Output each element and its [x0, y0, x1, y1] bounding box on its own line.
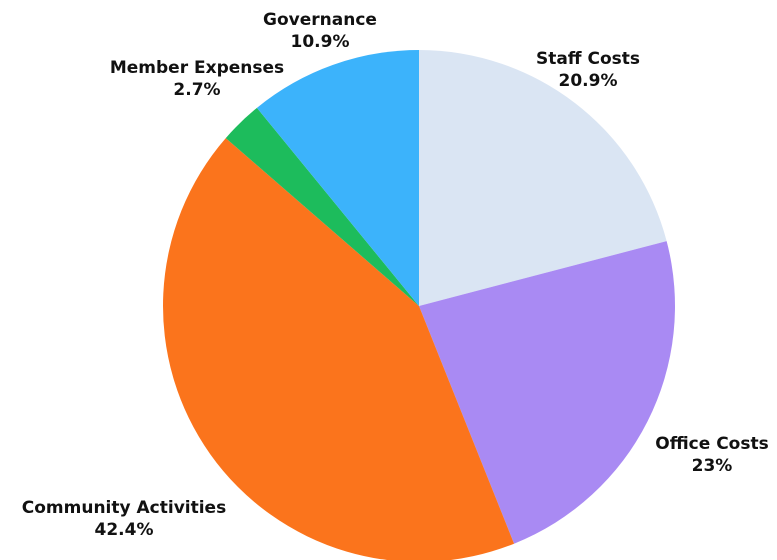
- pie-slices: [163, 49, 676, 560]
- pie-slice-office-costs: [419, 241, 676, 544]
- pie-slice-member-expenses: [225, 107, 419, 306]
- slice-label-staff-costs: Staff Costs: [536, 49, 640, 69]
- slice-value-office-costs: 23%: [692, 456, 733, 476]
- slice-value-member-expenses: 2.7%: [173, 80, 220, 100]
- slice-label-governance: Governance: [263, 10, 377, 30]
- slice-value-governance: 10.9%: [291, 32, 350, 52]
- slice-label-community-activities: Community Activities: [22, 498, 226, 518]
- slice-value-staff-costs: 20.9%: [559, 71, 618, 91]
- slice-value-community-activities: 42.4%: [95, 520, 154, 540]
- slice-label-member-expenses: Member Expenses: [110, 58, 284, 78]
- pie-slice-governance: [256, 50, 419, 306]
- slice-label-office-costs: Office Costs: [655, 434, 768, 454]
- pie-slice-staff-costs: [419, 49, 667, 306]
- pie-slice-community-activities: [163, 138, 515, 560]
